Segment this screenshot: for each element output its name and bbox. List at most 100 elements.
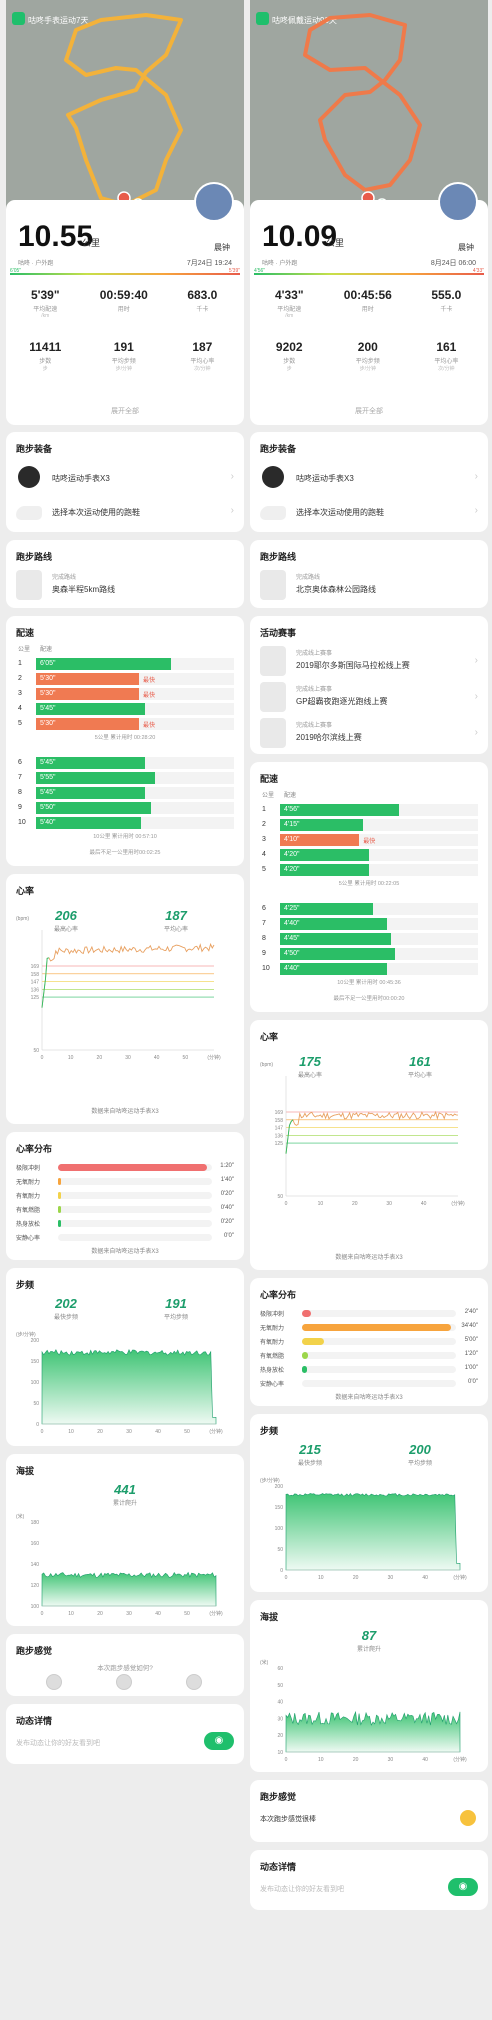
stat-value: 11411 <box>29 340 62 354</box>
event-badge-icon <box>260 646 286 676</box>
watch-row[interactable]: 咕咚运动手表X3 › <box>16 460 234 494</box>
stat-unit: /km <box>285 313 294 319</box>
hr-y-tick: 50 <box>277 1194 283 1200</box>
zone-time: 0'40" <box>220 1205 234 1211</box>
sad-face-icon[interactable] <box>46 1674 62 1690</box>
zone-track <box>58 1234 212 1241</box>
zone-bar <box>58 1220 62 1227</box>
cadence-x-tick: (分钟) <box>209 1428 223 1435</box>
sport-type: 咕咚 · 户外跑 <box>18 261 54 267</box>
route-title: 跑步路线 <box>16 552 53 562</box>
pace-bar: 4'40" <box>280 918 387 930</box>
hr-avg-value: 187 <box>165 908 187 923</box>
pace-km: 2 <box>18 675 22 682</box>
happy-face-icon <box>460 1810 476 1826</box>
cadence-x-tick: 10 <box>318 1575 324 1581</box>
cadence-chart: (步/分钟)200 150 100 50 00 10 20 30 40 (分钟) <box>260 1477 467 1581</box>
watch-name: 咕咚运动手表X3 <box>52 474 110 483</box>
altitude-climb-label: 累计爬升 <box>112 1501 137 1507</box>
event-row[interactable]: 完成线上赛事 2019哈尔滨线上赛 › <box>260 716 478 750</box>
post-placeholder[interactable]: 发布动态让你的好友看到吧 <box>260 1886 344 1893</box>
stat-item: 200 平均步频 步/分钟 <box>329 340 408 372</box>
zone-track <box>302 1352 456 1359</box>
zone-bar <box>302 1366 307 1373</box>
cadence-card: 步频 202 最快步频 191 平均步频 (步/分钟) 200 150 100 50 0 0 10 20 3… <box>6 1268 244 1446</box>
zone-track <box>302 1338 456 1345</box>
stat-label: 步数 <box>283 359 296 365</box>
altitude-climb: 87 累计爬升 <box>329 1628 409 1653</box>
chevron-right-icon: › <box>230 471 234 482</box>
hr-zone-row: 安静心率 0'0" <box>16 1232 234 1243</box>
cadence-y-tick: 150 <box>275 1505 284 1511</box>
route-card: 跑步路线完成路线 奥森半程5km路线 <box>6 540 244 608</box>
happy-face-icon[interactable] <box>186 1674 202 1690</box>
pace-gradient-bar <box>10 273 240 275</box>
route-thumb-icon <box>260 570 286 600</box>
watch-icon <box>262 466 284 488</box>
hr-x-tick: 0 <box>41 1055 44 1061</box>
route-row[interactable]: 完成路线 奥森半程5km路线 <box>16 568 234 602</box>
stat-unit: 次/分钟 <box>438 366 455 372</box>
hr-y-tick: 147 <box>275 1126 284 1132</box>
expand-all-button[interactable]: 展开全部 <box>355 408 383 415</box>
hr-zone-row: 热身放松 1'00" <box>260 1364 478 1375</box>
cadence-y-tick: 0 <box>36 1422 39 1428</box>
event-row[interactable]: 完成线上赛事 GP超霸夜跑逐光跑线上赛 › <box>260 680 478 714</box>
stat-value: 161 <box>436 340 457 354</box>
user-avatar[interactable] <box>194 182 234 222</box>
dynamic-card: 动态详情 发布动态让你的好友看到吧 ◉ <box>250 1850 488 1910</box>
cadence-avg: 191 平均步频 <box>136 1296 216 1321</box>
route-status: 完成路线 <box>52 575 77 581</box>
stat-value: 555.0 <box>431 288 462 302</box>
last-split: 最后不足一公里用时00:02:25 <box>89 850 161 856</box>
pace-track: 4'56" <box>280 804 478 816</box>
post-placeholder[interactable]: 发布动态让你的好友看到吧 <box>16 1740 100 1747</box>
altitude-area <box>285 1710 461 1753</box>
event-row[interactable]: 完成线上赛事 2019耶尔多斯国际马拉松线上赛 › <box>260 644 478 678</box>
pace-title: 配速 <box>260 774 279 784</box>
hr-max: 206 最高心率 <box>26 908 106 933</box>
split-10km: 10公里 累计用时 00:45:36 <box>337 980 401 986</box>
stat-label: 平均步频 <box>355 359 380 365</box>
hr-y-tick: 158 <box>31 972 40 978</box>
pace-header-pace: 配速 <box>284 793 297 799</box>
neutral-face-icon[interactable] <box>116 1674 132 1690</box>
stat-label: 平均心率 <box>434 359 459 365</box>
stat-label: 平均配速 <box>277 307 302 313</box>
watch-row[interactable]: 咕咚运动手表X3 › <box>260 460 478 494</box>
stat-value: 683.0 <box>187 288 218 302</box>
pace-km: 1 <box>18 660 22 667</box>
camera-button[interactable]: ◉ <box>448 1878 478 1896</box>
stat-value: 5'39" <box>30 288 60 302</box>
pace-row: 1 6'05" <box>16 658 234 671</box>
shoe-select: 选择本次运动使用的跑鞋 <box>296 508 384 517</box>
altitude-climb: 441 累计爬升 <box>85 1482 165 1507</box>
user-avatar[interactable] <box>438 182 478 222</box>
watch-name: 咕咚运动手表X3 <box>296 474 354 483</box>
pace-row: 5 4'20" <box>260 864 478 877</box>
cadence-max-value: 202 <box>55 1296 77 1311</box>
map-title: 咕咚手表运动7天 <box>28 16 89 25</box>
expand-all-button[interactable]: 展开全部 <box>111 408 139 415</box>
pace-min-label: 6'05" <box>10 268 22 274</box>
shoe-row[interactable]: 选择本次运动使用的跑鞋 › <box>16 494 234 528</box>
stat-item: 11411 步数步 <box>6 340 85 372</box>
pace-bar: 4'10" <box>280 834 360 846</box>
pace-row: 3 4'10" 最快 <box>260 834 478 847</box>
stat-label: 用时 <box>361 307 374 313</box>
route-row[interactable]: 完成路线 北京奥体森林公园路线 <box>260 568 478 602</box>
pace-bar: 5'45" <box>36 787 145 799</box>
distance-unit: 公里 <box>82 238 101 248</box>
shoe-icon <box>16 506 42 520</box>
camera-button[interactable]: ◉ <box>204 1732 234 1750</box>
cadence-x-tick: 10 <box>68 1429 74 1435</box>
stat-label: 平均步频 <box>111 359 136 365</box>
pace-value: 4'25" <box>284 905 300 912</box>
altitude-title: 海拔 <box>16 1466 35 1476</box>
hr-x-tick: 40 <box>154 1055 160 1061</box>
shoe-row[interactable]: 选择本次运动使用的跑鞋 › <box>260 494 478 528</box>
stat-item: 5'39" 平均配速/km <box>6 288 85 319</box>
fastest-tag: 最快 <box>142 678 155 684</box>
cadence-area <box>285 1492 461 1571</box>
